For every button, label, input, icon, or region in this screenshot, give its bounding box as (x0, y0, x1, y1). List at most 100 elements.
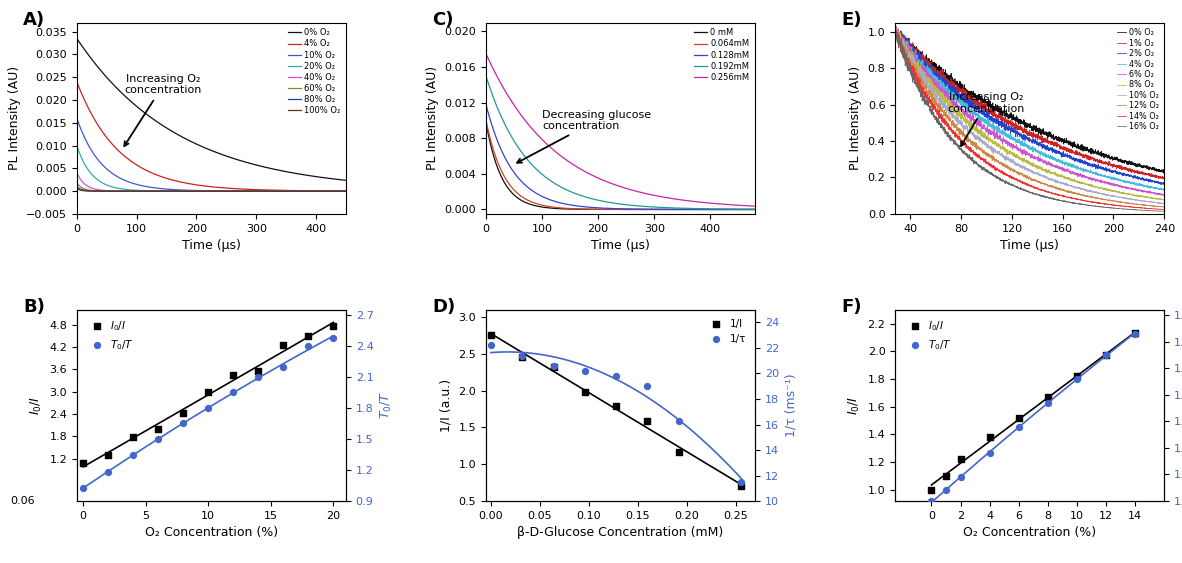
$I_0/I$ (249, 367, 268, 376)
Line: 10% O₂: 10% O₂ (895, 23, 1164, 204)
Line: 0% O₂: 0% O₂ (77, 39, 346, 180)
0.128mM (748, 206, 762, 213)
40% O₂ (201, 188, 215, 195)
14% O₂ (1012, 177, 1026, 184)
40% O₂ (339, 188, 353, 195)
12% O₂ (1157, 203, 1171, 210)
14% O₂ (1157, 206, 1171, 213)
0% O₂ (331, 176, 345, 183)
6% O₂ (1157, 192, 1171, 199)
Line: 1% O₂: 1% O₂ (895, 29, 1164, 179)
Legend: $I_0/I$, $T_0/T$: $I_0/I$, $T_0/T$ (82, 315, 138, 356)
1% O₂ (888, 29, 902, 36)
2% O₂ (1150, 179, 1164, 186)
$T_0/T$ (124, 450, 143, 459)
4% O₂ (902, 47, 916, 54)
$I_0/I$ (936, 472, 955, 481)
14% O₂ (1019, 180, 1033, 187)
Line: 4% O₂: 4% O₂ (895, 25, 1164, 190)
10% O₂ (1019, 165, 1033, 172)
0.128mM (740, 206, 754, 213)
14% O₂ (1157, 206, 1171, 213)
1/I (732, 482, 751, 491)
12% O₂ (1149, 203, 1163, 209)
14% O₂ (1100, 201, 1115, 208)
0.064mM (740, 206, 754, 213)
16% O₂ (1157, 208, 1171, 215)
6% O₂ (890, 23, 904, 30)
Line: 100% O₂: 100% O₂ (77, 189, 346, 191)
4% O₂ (70, 79, 84, 86)
$I_0/I$ (1125, 329, 1144, 338)
Line: 0.064mM: 0.064mM (486, 122, 755, 209)
8% O₂ (889, 21, 903, 28)
8% O₂ (1019, 158, 1033, 165)
0% O₂ (331, 176, 345, 183)
10% O₂ (84, 146, 98, 153)
Line: 14% O₂: 14% O₂ (895, 29, 1164, 209)
$I_0/I$ (922, 485, 941, 494)
60% O₂ (70, 180, 84, 187)
Line: 12% O₂: 12% O₂ (895, 25, 1164, 207)
16% O₂ (1019, 187, 1033, 194)
20% O₂ (84, 170, 98, 177)
0 mM (479, 120, 493, 127)
20% O₂ (70, 143, 84, 150)
$T_0/T$ (223, 388, 242, 397)
1/I (606, 401, 625, 410)
$T_0/T$ (274, 362, 293, 371)
0.192mM (740, 206, 754, 213)
$I_0/I$ (299, 331, 318, 340)
$I_0/I$ (1097, 351, 1116, 360)
$T_0/T$ (922, 497, 941, 506)
0 mM (610, 206, 624, 213)
0% O₂ (1019, 120, 1033, 127)
20% O₂ (281, 188, 296, 195)
$I_0/I$ (274, 341, 293, 350)
0.128mM (603, 205, 617, 212)
6% O₂ (1100, 179, 1115, 186)
8% O₂ (1149, 195, 1163, 202)
10% O₂ (281, 187, 296, 194)
0.192mM (690, 205, 704, 212)
100% O₂ (281, 188, 296, 195)
$T_0/T$ (1125, 329, 1144, 338)
2% O₂ (1019, 136, 1033, 142)
1/τ (481, 341, 500, 350)
40% O₂ (194, 188, 208, 195)
6% O₂ (1012, 146, 1026, 153)
12% O₂ (888, 22, 902, 29)
14% O₂ (1149, 205, 1163, 212)
Line: 0% O₂: 0% O₂ (895, 28, 1164, 173)
1/I (638, 416, 657, 425)
0 mM (690, 206, 704, 213)
0% O₂ (1100, 152, 1115, 159)
100% O₂ (339, 188, 353, 195)
0.192mM (748, 206, 762, 213)
$T_0/T$ (936, 486, 955, 495)
Line: 0 mM: 0 mM (486, 124, 755, 209)
0.256mM (493, 78, 507, 85)
4% O₂ (889, 22, 903, 29)
$I_0/I$ (324, 322, 343, 331)
10% O₂ (339, 188, 353, 195)
0.192mM (493, 110, 507, 117)
$I_0/I$ (980, 433, 999, 442)
80% O₂ (84, 187, 98, 194)
80% O₂ (70, 184, 84, 190)
60% O₂ (331, 188, 345, 195)
10% O₂ (201, 187, 215, 194)
14% O₂ (1149, 205, 1163, 212)
0% O₂ (84, 55, 98, 61)
2% O₂ (888, 26, 902, 33)
20% O₂ (194, 188, 208, 195)
14% O₂ (888, 26, 902, 33)
Line: 2% O₂: 2% O₂ (895, 28, 1164, 185)
$T_0/T$ (299, 341, 318, 350)
40% O₂ (331, 188, 345, 195)
0.192mM (740, 206, 754, 213)
10% O₂ (194, 187, 208, 194)
$I_0/I$ (149, 425, 168, 434)
0% O₂ (1150, 168, 1164, 175)
$I_0/I$ (223, 370, 242, 379)
